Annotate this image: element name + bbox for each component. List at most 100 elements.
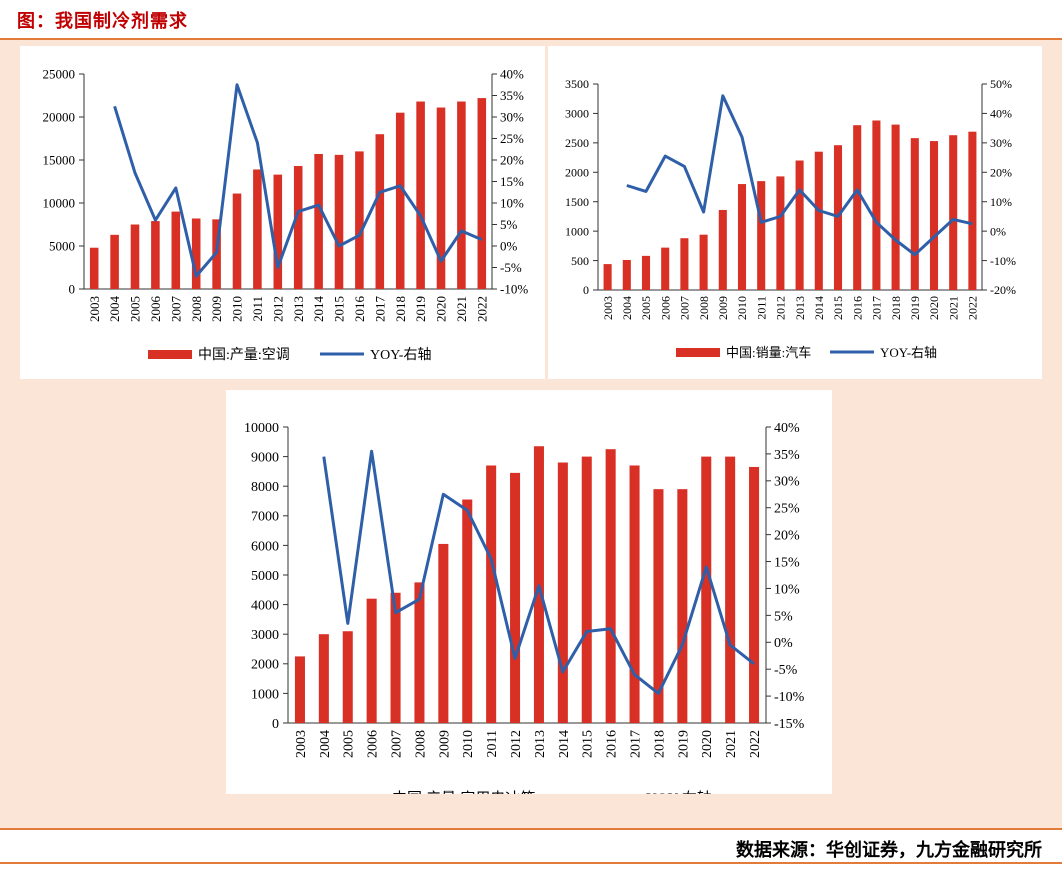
x-tick-label: 2013 xyxy=(793,296,807,320)
bar xyxy=(653,489,664,723)
y2-tick-label: -10% xyxy=(774,690,805,705)
x-tick-label: 2017 xyxy=(628,730,643,758)
y-tick-label: 25000 xyxy=(43,67,76,82)
y-tick-label: 0 xyxy=(583,283,589,297)
x-tick-label: 2003 xyxy=(601,296,615,320)
x-tick-label: 2016 xyxy=(850,296,864,320)
y2-tick-label: 15% xyxy=(500,174,524,189)
chart-fridge-svg: 0 1000 2000 3000 4000 5000 6000 7000 8000 9000 100… xyxy=(244,421,805,794)
x-tick-label: 2012 xyxy=(270,296,285,322)
x-tick-label: 2008 xyxy=(697,296,711,320)
bar xyxy=(375,134,385,289)
y2-tick-label: 20% xyxy=(774,529,800,544)
bar xyxy=(795,160,804,290)
bar xyxy=(661,247,670,290)
x-tick-label: 2008 xyxy=(189,296,204,322)
x-tick-label: 2020 xyxy=(700,730,715,758)
x-tick-label: 2014 xyxy=(311,296,326,323)
bar xyxy=(171,211,181,289)
bar xyxy=(680,238,689,290)
y2-tick-label: 50% xyxy=(990,77,1012,91)
bar xyxy=(191,218,201,289)
y2-tick-label: 0% xyxy=(774,636,793,651)
bar xyxy=(725,456,736,723)
bar xyxy=(814,151,823,290)
y2-tick-label: 30% xyxy=(990,136,1012,150)
footer-bar: 数据来源：华创证券，九方金融研究所 xyxy=(0,828,1062,864)
bar xyxy=(293,166,303,289)
bar xyxy=(949,135,958,290)
x-tick-label: 2014 xyxy=(812,296,826,320)
x-tick-label: 2019 xyxy=(413,296,428,322)
bar xyxy=(342,631,353,723)
bar xyxy=(457,101,466,289)
page-title: 图：我国制冷剂需求 xyxy=(17,11,188,32)
header-bar: 图：我国制冷剂需求 xyxy=(0,0,1062,40)
x-tick-label: 2007 xyxy=(168,296,183,323)
bar xyxy=(436,107,446,289)
chart-aircon: 0 5000 10000 15000 20000 25000 -10% -5% 0% 5% 10% 1… xyxy=(20,46,545,379)
x-tick-label: 2021 xyxy=(454,296,469,322)
bar xyxy=(757,181,766,290)
y2-tick-label: 10% xyxy=(500,196,524,211)
y-tick-label: 15000 xyxy=(43,153,76,168)
x-tick-label: 2017 xyxy=(372,296,387,323)
x-tick-label: 2018 xyxy=(652,730,667,758)
bar xyxy=(629,465,640,723)
y2-tick-label: 20% xyxy=(990,165,1012,179)
y2-tick-label: 40% xyxy=(774,421,800,436)
source-note: 数据来源：华创证券，九方金融研究所 xyxy=(736,840,1042,861)
y2-tick-label: 15% xyxy=(774,555,800,570)
y-tick-label: 1000 xyxy=(565,224,589,238)
bar xyxy=(749,466,760,723)
legend-bar-label: 中国:产量:空调 xyxy=(198,347,290,363)
bar xyxy=(477,98,487,289)
y2-tick-label: 0% xyxy=(500,239,518,254)
bar xyxy=(605,449,616,723)
bar xyxy=(718,209,727,290)
y2-tick-label: 30% xyxy=(500,110,524,125)
y-tick-label: 3000 xyxy=(565,107,589,121)
bar xyxy=(462,499,473,723)
legend-line-label: YOY-右轴 xyxy=(646,790,712,794)
bar xyxy=(699,234,708,290)
bar xyxy=(891,124,900,291)
x-tick-label: 2022 xyxy=(748,730,763,758)
bar xyxy=(929,141,939,290)
x-tick-label: 2007 xyxy=(389,730,404,758)
x-tick-label: 2011 xyxy=(754,296,768,320)
x-tick-label: 2004 xyxy=(107,296,122,323)
x-tick-label: 2004 xyxy=(318,730,333,758)
x-tick-label: 2010 xyxy=(230,296,245,322)
y2-tick-label: 30% xyxy=(774,475,800,490)
bar xyxy=(677,489,688,723)
x-tick-label: 2006 xyxy=(148,296,163,323)
bar xyxy=(968,131,977,290)
x-tick-label: 2020 xyxy=(927,296,941,320)
bar xyxy=(366,598,377,723)
x-tick-label: 2015 xyxy=(332,296,347,322)
chart-auto: 0 500 1000 1500 2000 2500 3000 3500 -20% -10% 0% 10… xyxy=(548,46,1042,379)
y-tick-label: 2000 xyxy=(565,165,589,179)
chart-auto-svg: 0 500 1000 1500 2000 2500 3000 3500 -20% -10% 0% 10… xyxy=(565,77,1016,360)
y2-tick-label: -5% xyxy=(774,663,798,678)
y-tick-label: 9000 xyxy=(251,451,279,466)
bar xyxy=(603,264,612,290)
bar xyxy=(486,465,497,723)
bar xyxy=(910,138,919,290)
x-tick-label: 2013 xyxy=(533,730,548,758)
bar xyxy=(701,456,712,723)
x-tick-label: 2003 xyxy=(294,730,309,758)
legend-bar-swatch xyxy=(676,348,720,357)
y-tick-label: 2000 xyxy=(251,658,279,673)
bar xyxy=(89,247,99,289)
x-tick-label: 2014 xyxy=(557,730,572,758)
y-tick-label: 10000 xyxy=(244,421,279,436)
y2-tick-label: 20% xyxy=(500,153,524,168)
bar xyxy=(438,543,449,723)
legend-line-label: YOY-右轴 xyxy=(880,345,937,360)
y2-tick-label: 10% xyxy=(774,582,800,597)
y-tick-label: 4000 xyxy=(251,599,279,614)
y2-tick-label: 25% xyxy=(774,502,800,517)
x-tick-label: 2009 xyxy=(437,730,452,758)
